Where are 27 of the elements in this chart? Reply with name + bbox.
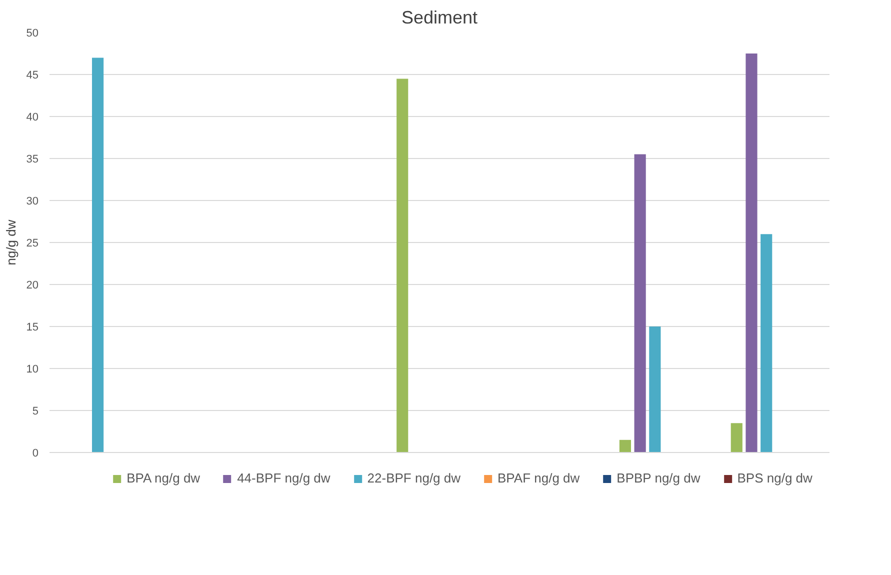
y-tick-label: 10 xyxy=(26,364,39,376)
y-tick-label: 15 xyxy=(26,322,39,334)
bar xyxy=(396,78,408,452)
y-tick-label: 5 xyxy=(32,406,39,418)
bar xyxy=(92,58,104,452)
legend-label: BPBP ng/g dw xyxy=(616,470,700,486)
legend-label: BPS ng/g dw xyxy=(737,470,812,486)
chart-title: Sediment xyxy=(401,8,478,28)
y-tick-label: 25 xyxy=(26,238,39,250)
bar xyxy=(649,326,661,452)
y-tick-label: 50 xyxy=(26,28,39,40)
bar xyxy=(730,423,742,452)
bar xyxy=(634,154,646,452)
legend-label: 44-BPF ng/g dw xyxy=(237,470,330,486)
bar xyxy=(746,54,758,452)
y-axis-title: ng/g dw xyxy=(3,219,18,266)
y-tick-label: 45 xyxy=(26,70,39,82)
bar xyxy=(619,440,632,452)
legend-label: BPA ng/g dw xyxy=(126,470,200,486)
legend-label: 22-BPF ng/g dw xyxy=(367,470,461,486)
y-tick-label: 20 xyxy=(26,280,39,292)
y-tick-label: 35 xyxy=(26,154,39,166)
bar xyxy=(760,234,772,452)
legend-label: BPAF ng/g dw xyxy=(498,470,580,486)
y-tick-label: 40 xyxy=(26,112,39,124)
y-tick-label: 30 xyxy=(26,196,39,208)
y-tick-label: 0 xyxy=(32,448,39,460)
